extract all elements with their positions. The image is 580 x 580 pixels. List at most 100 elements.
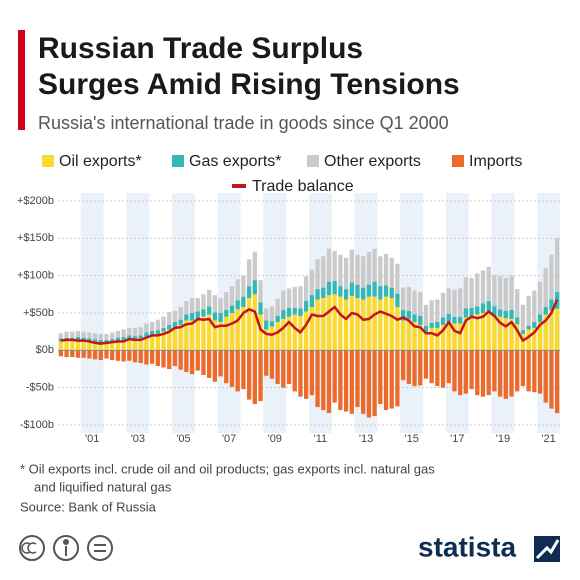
bar	[121, 350, 126, 362]
bar-segment	[418, 324, 423, 351]
bar-segment	[446, 288, 451, 314]
bar	[75, 350, 81, 358]
bar-segment	[554, 308, 560, 351]
bar-segment	[532, 321, 537, 328]
bar	[469, 350, 474, 390]
year-band	[126, 193, 150, 433]
bar-segment	[469, 307, 474, 318]
x-tick-label: '13	[359, 433, 373, 445]
bar	[64, 350, 69, 358]
bar-segment	[509, 318, 514, 351]
bar-segment	[492, 306, 497, 317]
bar-segment	[149, 330, 155, 336]
bar-segment	[98, 333, 103, 340]
bar-segment	[144, 336, 149, 351]
bar-segment	[189, 313, 195, 321]
bar-segment	[70, 340, 75, 351]
year-band	[217, 193, 241, 433]
bar-segment	[104, 342, 109, 351]
bar	[92, 350, 98, 360]
bar-segment	[258, 302, 263, 315]
bar-segment	[400, 310, 406, 321]
bar-segment	[167, 329, 172, 351]
bar-segment	[395, 293, 400, 308]
bar	[149, 350, 155, 364]
bar-segment	[241, 275, 246, 297]
bar-segment	[532, 327, 537, 351]
bar-segment	[138, 335, 143, 339]
bar	[189, 350, 195, 375]
bar	[435, 350, 440, 387]
bar-segment	[321, 298, 326, 351]
bar-segment	[229, 286, 235, 306]
bar-segment	[486, 311, 491, 351]
bar-segment	[423, 332, 429, 351]
bar	[423, 350, 429, 379]
bar-segment	[155, 330, 160, 334]
bar-segment	[492, 316, 497, 351]
bar	[463, 350, 469, 394]
bar	[440, 350, 446, 388]
bar-segment	[315, 289, 320, 300]
y-tick-label: +$50b	[23, 307, 54, 319]
bar	[554, 350, 560, 414]
bar	[167, 350, 172, 369]
bar	[372, 350, 377, 417]
bar-segment	[246, 259, 252, 287]
bar-segment	[332, 280, 337, 295]
bar-segment	[515, 317, 520, 325]
bar	[229, 350, 235, 387]
bar-segment	[326, 281, 332, 296]
bar-segment	[189, 320, 195, 351]
x-tick-label: '17	[450, 433, 464, 445]
bar	[292, 350, 297, 392]
year-band	[309, 193, 332, 433]
bar-segment	[389, 257, 394, 288]
bar-segment	[366, 284, 372, 297]
bar-segment	[110, 341, 115, 351]
bar-segment	[235, 279, 240, 301]
bar-segment	[549, 299, 554, 311]
bar-segment	[298, 308, 303, 316]
bar-segment	[161, 327, 166, 332]
bar	[235, 350, 240, 392]
bar-segment	[207, 314, 212, 351]
bar-segment	[286, 307, 292, 317]
x-tick-label: '11	[314, 433, 328, 445]
bar-segment	[326, 295, 332, 351]
bar-segment	[235, 300, 240, 310]
bar-segment	[167, 312, 172, 325]
bar	[458, 350, 463, 396]
bar	[526, 350, 531, 392]
bar-segment	[315, 299, 320, 351]
bar-segment	[480, 270, 486, 304]
bar	[138, 350, 143, 364]
bar	[201, 350, 206, 375]
bar-segment	[269, 326, 275, 351]
bar-segment	[264, 308, 269, 321]
bar-segment	[138, 338, 143, 351]
bar-segment	[286, 316, 292, 351]
bar-segment	[475, 273, 480, 307]
bar-segment	[400, 320, 406, 351]
bar-segment	[110, 339, 115, 342]
bar-segment	[98, 339, 103, 343]
bar-segment	[127, 327, 132, 336]
bar-segment	[81, 331, 86, 338]
bar-segment	[195, 298, 200, 312]
bar	[383, 350, 389, 411]
bar	[543, 350, 548, 403]
bar	[195, 350, 200, 371]
bar-segment	[412, 290, 417, 315]
bar	[492, 350, 497, 392]
legend-label: Oil exports*	[59, 153, 142, 170]
bar-segment	[144, 332, 149, 337]
bar-segment	[218, 298, 223, 313]
bar-segment	[149, 321, 155, 331]
bar-segment	[406, 286, 411, 311]
bar-segment	[412, 314, 417, 322]
title-accent	[18, 30, 25, 130]
bar-segment	[520, 333, 526, 351]
bar-segment	[258, 314, 263, 351]
